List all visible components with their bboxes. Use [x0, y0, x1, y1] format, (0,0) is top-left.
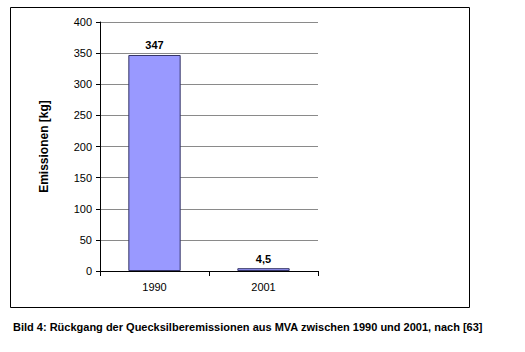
svg-text:0: 0: [86, 265, 92, 277]
svg-text:150: 150: [74, 172, 92, 184]
svg-text:347: 347: [145, 39, 163, 51]
svg-text:Emissionen [kg]: Emissionen [kg]: [37, 100, 51, 193]
svg-text:300: 300: [74, 78, 92, 90]
svg-text:400: 400: [74, 16, 92, 28]
svg-text:350: 350: [74, 47, 92, 59]
svg-text:200: 200: [74, 141, 92, 153]
svg-text:2001: 2001: [251, 281, 275, 293]
svg-text:4,5: 4,5: [256, 253, 271, 265]
svg-text:250: 250: [74, 109, 92, 121]
svg-text:Bild 4: Rückgang der Quecksilb: Bild 4: Rückgang der Quecksilberemission…: [13, 321, 483, 333]
svg-text:50: 50: [80, 234, 92, 246]
svg-text:1990: 1990: [142, 281, 166, 293]
svg-text:100: 100: [74, 203, 92, 215]
